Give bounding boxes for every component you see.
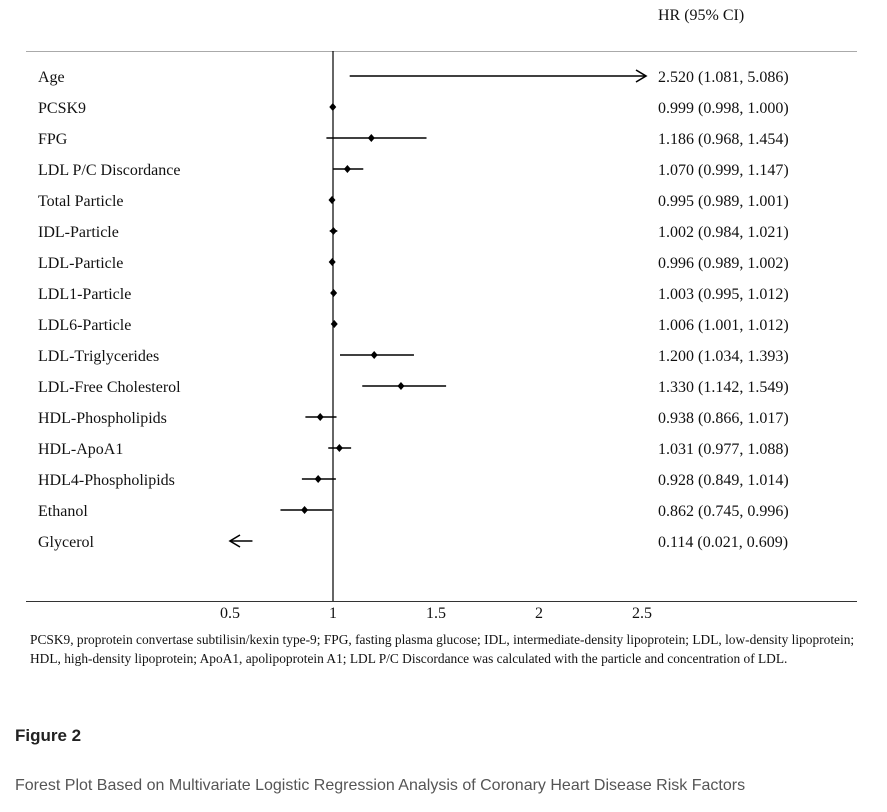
row-label: LDL-Particle xyxy=(38,255,123,272)
row-hr-ci: 1.200 (1.034, 1.393) xyxy=(658,348,789,365)
point-estimate xyxy=(328,258,336,266)
row-label: Ethanol xyxy=(38,503,88,520)
row-hr-ci: 0.928 (0.849, 1.014) xyxy=(658,472,789,489)
figure-caption: Forest Plot Based on Multivariate Logist… xyxy=(15,777,746,794)
row-label: LDL-Free Cholesterol xyxy=(38,379,181,396)
footnote: PCSK9, proprotein convertase subtilisin/… xyxy=(30,632,855,666)
point-estimate xyxy=(316,413,324,421)
forest-row: HDL4-Phospholipids 0.928 (0.849, 1.014) xyxy=(38,472,789,489)
point-estimate xyxy=(367,134,375,142)
point-estimate xyxy=(397,382,405,390)
figure-label: Figure 2 xyxy=(15,726,82,745)
forest-row: FPG 1.186 (0.968, 1.454) xyxy=(38,131,789,148)
row-hr-ci: 1.330 (1.142, 1.549) xyxy=(658,379,789,396)
point-estimate xyxy=(328,196,336,204)
row-label: Total Particle xyxy=(38,193,124,210)
x-tick-label: 2 xyxy=(535,605,543,622)
row-hr-ci: 0.996 (0.989, 1.002) xyxy=(658,255,789,272)
point-estimate xyxy=(370,351,378,359)
forest-row: HDL-Phospholipids 0.938 (0.866, 1.017) xyxy=(38,410,789,427)
row-hr-ci: 0.999 (0.998, 1.000) xyxy=(658,100,789,117)
point-estimate xyxy=(330,320,338,328)
point-estimate xyxy=(301,506,309,514)
row-label: HDL4-Phospholipids xyxy=(38,472,175,489)
forest-row: LDL1-Particle 1.003 (0.995, 1.012) xyxy=(38,286,789,303)
row-hr-ci: 1.003 (0.995, 1.012) xyxy=(658,286,789,303)
row-label: LDL6-Particle xyxy=(38,317,131,334)
row-label: LDL1-Particle xyxy=(38,286,131,303)
point-estimate xyxy=(330,289,338,297)
forest-row: LDL-Triglycerides 1.200 (1.034, 1.393) xyxy=(38,348,789,365)
arrow-left-icon xyxy=(228,534,241,548)
row-hr-ci: 1.070 (0.999, 1.147) xyxy=(658,162,789,179)
x-tick-label: 1.5 xyxy=(426,605,446,622)
forest-plot: HR (95% CI) Age 2.520 (1.081, 5.086) PCSK9… xyxy=(26,7,857,622)
x-tick-label: 1 xyxy=(329,605,337,622)
rows: Age 2.520 (1.081, 5.086) PCSK9 0.999 (0.998… xyxy=(38,69,789,551)
forest-row: LDL-Free Cholesterol 1.330 (1.142, 1.549) xyxy=(38,379,789,396)
row-hr-ci: 1.031 (0.977, 1.088) xyxy=(658,441,789,458)
point-estimate xyxy=(343,165,351,173)
row-hr-ci: 0.938 (0.866, 1.017) xyxy=(658,410,789,427)
row-label: IDL-Particle xyxy=(38,224,119,241)
forest-row: Total Particle 0.995 (0.989, 1.001) xyxy=(38,193,789,210)
forest-row: LDL P/C Discordance 1.070 (0.999, 1.147) xyxy=(38,162,789,179)
forest-row: PCSK9 0.999 (0.998, 1.000) xyxy=(38,100,789,117)
forest-row: Age 2.520 (1.081, 5.086) xyxy=(38,69,789,86)
row-label: LDL-Triglycerides xyxy=(38,348,159,365)
point-estimate xyxy=(329,227,337,235)
row-hr-ci: 0.114 (0.021, 0.609) xyxy=(658,534,788,551)
x-axis-ticks: 0.5 1 1.5 2 2.5 xyxy=(220,605,652,622)
row-label: Glycerol xyxy=(38,534,95,551)
row-hr-ci: 1.002 (0.984, 1.021) xyxy=(658,224,789,241)
forest-row: IDL-Particle 1.002 (0.984, 1.021) xyxy=(38,224,789,241)
row-label: HDL-Phospholipids xyxy=(38,410,167,427)
row-label: PCSK9 xyxy=(38,100,86,117)
forest-row: LDL-Particle 0.996 (0.989, 1.002) xyxy=(38,255,789,272)
forest-row: Glycerol 0.114 (0.021, 0.609) xyxy=(38,534,788,551)
row-hr-ci: 2.520 (1.081, 5.086) xyxy=(658,69,789,86)
row-label: FPG xyxy=(38,131,68,148)
point-estimate xyxy=(335,444,343,452)
row-hr-ci: 0.995 (0.989, 1.001) xyxy=(658,193,789,210)
point-estimate xyxy=(329,103,337,111)
row-hr-ci: 0.862 (0.745, 0.996) xyxy=(658,503,789,520)
forest-row: HDL-ApoA1 1.031 (0.977, 1.088) xyxy=(38,441,789,458)
point-estimate xyxy=(314,475,322,483)
forest-row: LDL6-Particle 1.006 (1.001, 1.012) xyxy=(38,317,789,334)
row-hr-ci: 1.006 (1.001, 1.012) xyxy=(658,317,789,334)
forest-row: Ethanol 0.862 (0.745, 0.996) xyxy=(38,503,789,520)
column-header: HR (95% CI) xyxy=(658,7,744,24)
row-label: Age xyxy=(38,69,65,86)
arrow-right-icon xyxy=(635,69,648,83)
row-hr-ci: 1.186 (0.968, 1.454) xyxy=(658,131,789,148)
x-tick-label: 2.5 xyxy=(632,605,652,622)
row-label: HDL-ApoA1 xyxy=(38,441,123,458)
row-label: LDL P/C Discordance xyxy=(38,162,180,179)
x-tick-label: 0.5 xyxy=(220,605,240,622)
